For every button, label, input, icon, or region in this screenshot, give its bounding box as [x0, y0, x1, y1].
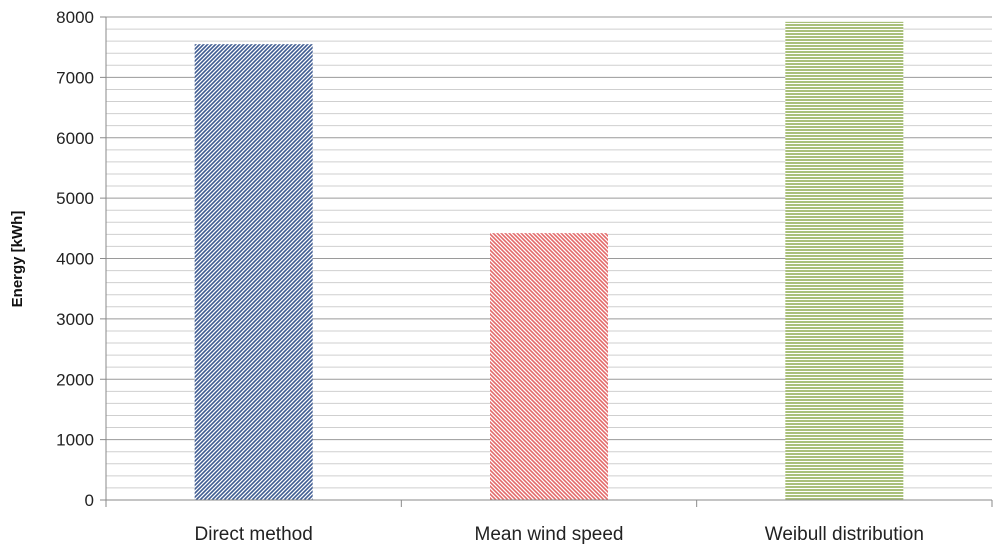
y-tick-label: 6000	[56, 129, 94, 148]
x-category-label: Direct method	[195, 524, 313, 545]
y-axis-label: Energy [kWh]	[9, 211, 26, 308]
labels: 0 1000 2000 3000 4000 5000 6000 7000 8000 Direct …	[56, 8, 924, 545]
bar-direct-method	[194, 44, 313, 500]
y-tick-label: 3000	[56, 310, 94, 329]
bars	[194, 21, 904, 501]
y-tick-label: 0	[85, 491, 94, 510]
bar-weibull-distribution	[785, 21, 904, 501]
y-tick-label: 2000	[56, 370, 94, 389]
y-tick-label: 4000	[56, 250, 94, 269]
y-tick-label: 7000	[56, 68, 94, 87]
y-tick-label: 1000	[56, 431, 94, 450]
axes	[100, 16, 993, 507]
bar-mean-wind-speed	[490, 233, 608, 500]
x-category-label: Weibull distribution	[765, 524, 924, 545]
y-tick-label: 5000	[56, 189, 94, 208]
x-category-label: Mean wind speed	[475, 524, 624, 545]
y-tick-label: 8000	[56, 8, 94, 27]
